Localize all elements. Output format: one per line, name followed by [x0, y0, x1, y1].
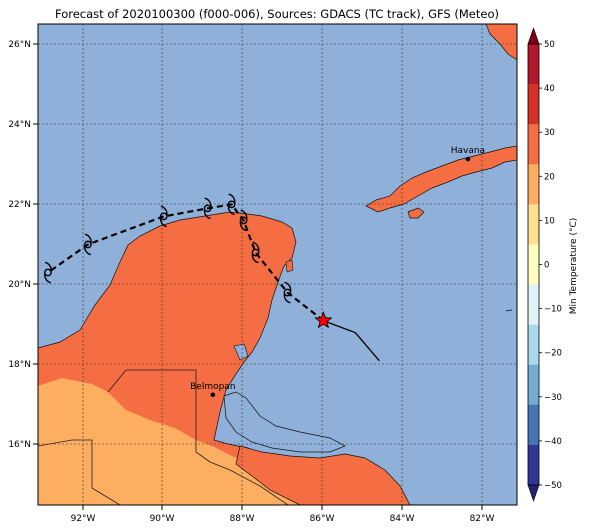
gulf-of-honduras: [223, 391, 346, 453]
colorbar-tick-label: 10: [544, 216, 555, 226]
cyclone-symbol-icon: [159, 205, 168, 228]
cozumel-island: [285, 259, 294, 273]
colorbar-tick-label: 30: [544, 128, 555, 138]
y-axis: 26°N 24°N 22°N 20°N 18°N 16°N: [8, 40, 38, 450]
colorbar-bin: [528, 204, 539, 245]
y-tick-label: 20°N: [8, 280, 31, 290]
colorbar: 50 40 30 20 10 0 −10 −20 −30 −40 −50: [527, 27, 562, 502]
cyclone-symbol-icon: [83, 233, 92, 256]
lagoon-chetumal: [233, 343, 249, 361]
city-marker: [465, 156, 471, 162]
colorbar-tick-label: −50: [544, 481, 562, 491]
colorbar-tick-label: −30: [544, 393, 562, 403]
colorbar-tick-label: 20: [544, 172, 555, 182]
land-isle-of-youth: [407, 207, 425, 219]
x-tick-label: 84°W: [390, 514, 415, 524]
cyclone-symbol-icon: [227, 193, 236, 216]
cayman-island: [505, 309, 513, 312]
past-track-line: [323, 320, 380, 362]
land-cuba: [365, 145, 517, 213]
colorbar-label: Min Temperature (°C): [569, 218, 579, 315]
map-frame: [37, 23, 518, 506]
map-panel: Havana Belmopan: [38, 24, 517, 505]
colorbar-bin: [528, 84, 539, 125]
land-honduras-mild: [188, 468, 285, 505]
cyclone-symbol-icon: [251, 241, 260, 264]
x-axis: 92°W 90°W 88°W 86°W 84°W 82°W: [71, 505, 495, 524]
colorbar-tick-label: −10: [544, 305, 562, 315]
border-mexico-belize: [107, 369, 127, 393]
land-florida-corner: [485, 24, 517, 61]
colorbar-tick-label: −40: [544, 437, 562, 447]
y-tick-label: 22°N: [8, 200, 31, 210]
colorbar-bin: [528, 164, 539, 205]
x-tick-label: 82°W: [470, 514, 495, 524]
x-tick-label: 88°W: [230, 514, 255, 524]
colorbar-bin: [528, 124, 539, 165]
cities: Havana Belmopan: [190, 146, 485, 398]
cyclone-symbol-icon: [283, 281, 292, 304]
y-tick-label: 18°N: [8, 360, 31, 370]
figure-title: Forecast of 2020100300 (f000-006), Sourc…: [55, 7, 499, 21]
colorbar-tick-label: 40: [544, 84, 555, 94]
cyclone-symbol-icon: [44, 261, 52, 284]
gridlines: [38, 24, 517, 505]
current-position-star-icon: [314, 310, 333, 329]
colorbar-bin: [528, 364, 539, 406]
colorbar-tick-label: 50: [544, 40, 555, 50]
city-label: Belmopan: [190, 382, 235, 392]
city-label: Havana: [451, 146, 485, 156]
y-tick-label: 24°N: [8, 120, 31, 130]
x-tick-label: 90°W: [150, 514, 175, 524]
colorbar-tick-label: 0: [544, 261, 549, 271]
y-tick-label: 26°N: [8, 40, 31, 50]
border-belize: [126, 369, 197, 452]
cyclone-symbol-icon: [203, 197, 212, 220]
colorbar-bin: [528, 284, 539, 325]
colorbar-bin: [528, 444, 539, 486]
border-guatemala-honduras: [195, 451, 289, 505]
colorbar-bin: [528, 244, 539, 285]
colorbar-extend-top: [527, 27, 540, 45]
cyclone-symbol-icon: [239, 209, 248, 232]
border-mexico-guatemala: [38, 439, 121, 505]
y-tick-label: 16°N: [8, 440, 31, 450]
city-marker: [210, 392, 216, 398]
colorbar-bin: [528, 404, 539, 446]
x-tick-label: 92°W: [71, 514, 96, 524]
forecast-track-line: [47, 203, 325, 322]
x-tick-label: 86°W: [310, 514, 335, 524]
colorbar-bin: [528, 44, 539, 85]
colorbar-tick-label: −20: [544, 349, 562, 359]
tc-track: [44, 193, 380, 362]
land-honduras: [235, 445, 411, 505]
colorbar-extend-bottom: [527, 484, 540, 502]
colorbar-bin: [528, 324, 539, 366]
